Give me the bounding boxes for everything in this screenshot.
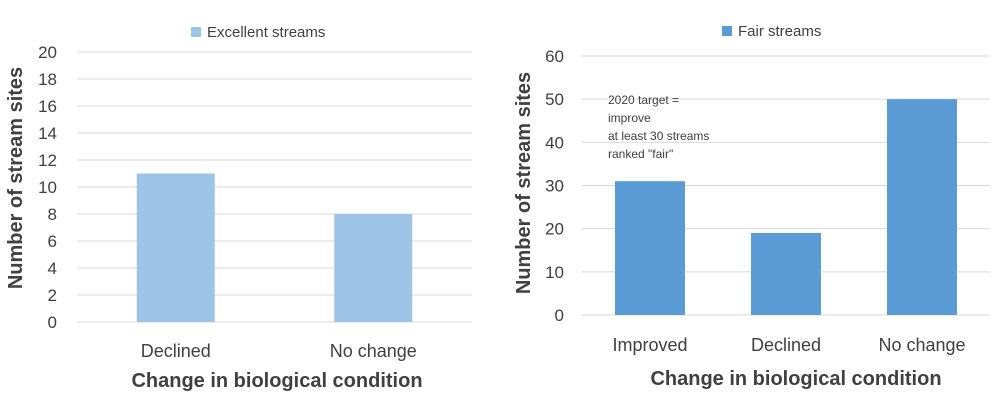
c1-annotation-line: ranked "fair" <box>608 147 673 161</box>
c1-y-tick-label: 60 <box>545 47 564 66</box>
c0-y-tick-label: 4 <box>48 259 57 278</box>
c0-bar <box>334 214 413 322</box>
c0-y-tick-label: 6 <box>48 232 57 251</box>
c1-x-tick-label: No change <box>878 335 965 355</box>
c0-y-tick-label: 2 <box>48 286 57 305</box>
c0-y-tick-label: 8 <box>48 205 57 224</box>
c1-bar <box>887 99 957 316</box>
c0-y-tick-label: 10 <box>38 178 57 197</box>
c0-y-tick-label: 0 <box>48 313 57 332</box>
c1-y-tick-label: 40 <box>545 133 564 152</box>
c0-y-tick-label: 20 <box>38 43 57 62</box>
c1-bar <box>751 232 821 315</box>
c1-y-axis-title: Number of stream sites <box>513 72 535 294</box>
c1-annotation-line: at least 30 streams <box>608 129 709 143</box>
excellent-streams-chart: 0 2 4 6 8 10 12 14 16 18 20 Declined No change Change… <box>0 0 490 405</box>
c1-x-tick-label: Declined <box>751 335 821 355</box>
c0-y-tick-label: 14 <box>38 124 57 143</box>
c0-y-tick-label: 12 <box>38 151 57 170</box>
c0-bar <box>136 173 215 322</box>
c1-annotation-line: improve <box>608 111 651 125</box>
c1-legend-label: Fair streams <box>738 23 821 40</box>
c0-x-tick-label: Declined <box>141 341 211 361</box>
c1-annotation-line: 2020 target = <box>608 93 679 107</box>
fair-streams-chart-svg: 0 10 20 30 40 50 60 Improved Declined No change Ch… <box>513 23 990 390</box>
c0-y-tick-label: 16 <box>38 97 57 116</box>
c0-y-axis-title: Number of stream sites <box>5 67 27 289</box>
c1-y-tick-label: 10 <box>545 263 564 282</box>
c1-y-tick-label: 20 <box>545 220 564 239</box>
c1-y-tick-label: 30 <box>545 177 564 196</box>
c0-legend-label: Excellent streams <box>207 24 325 41</box>
c1-legend-swatch <box>722 26 732 36</box>
c0-y-tick-label: 18 <box>38 70 57 89</box>
c1-bar <box>615 181 685 315</box>
c0-legend-swatch <box>191 27 201 37</box>
c1-x-tick-label: Improved <box>612 335 687 355</box>
c1-y-tick-label: 50 <box>545 90 564 109</box>
c0-x-tick-label: No change <box>330 341 417 361</box>
c1-y-tick-label: 0 <box>555 306 564 325</box>
fair-streams-chart: 0 10 20 30 40 50 60 Improved Declined No change Ch… <box>500 0 1000 405</box>
excellent-streams-chart-svg: 0 2 4 6 8 10 12 14 16 18 20 Declined No change Change… <box>5 24 472 392</box>
c1-x-axis-title: Change in biological condition <box>650 368 941 390</box>
c0-x-axis-title: Change in biological condition <box>131 370 422 392</box>
